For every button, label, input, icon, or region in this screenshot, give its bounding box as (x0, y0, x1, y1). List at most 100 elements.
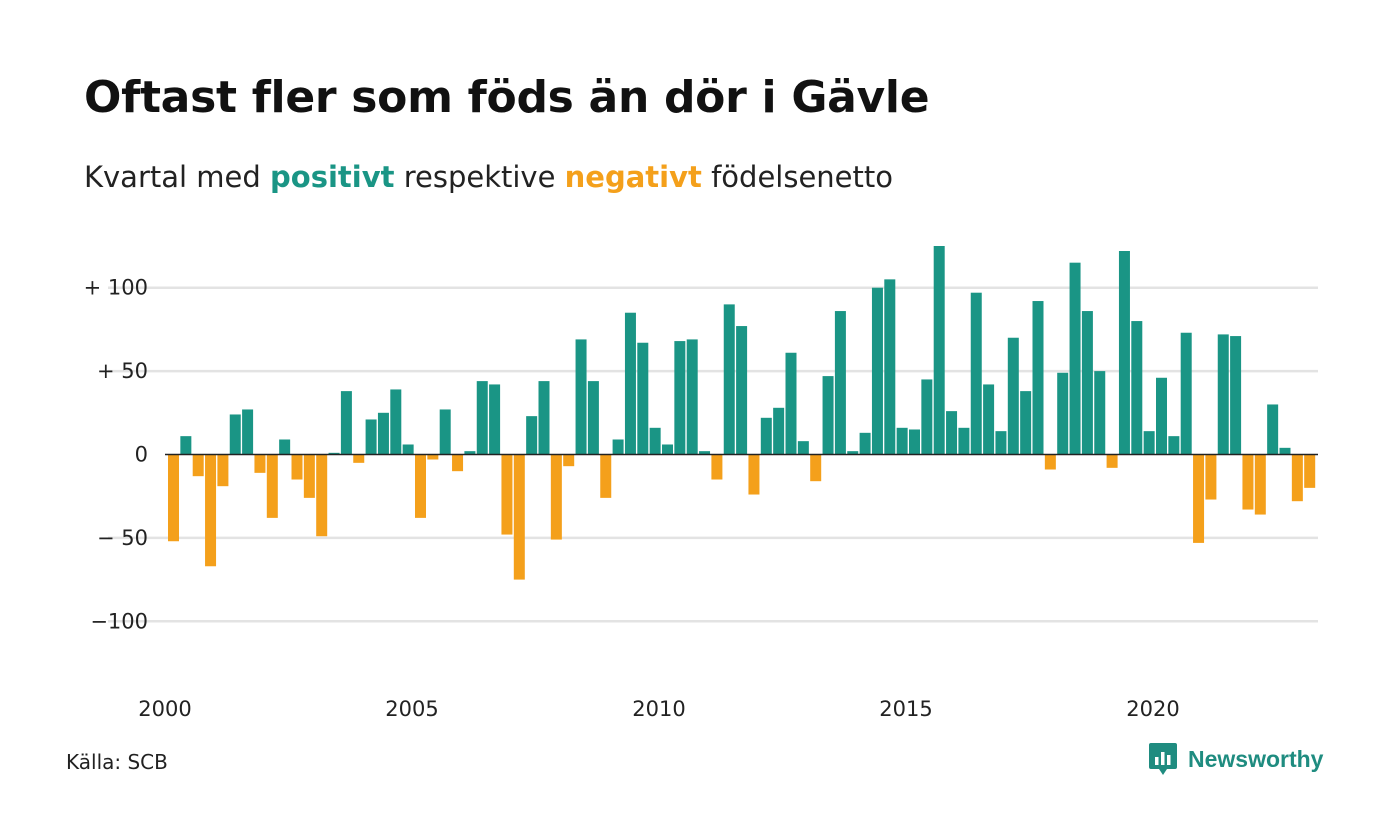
y-tick-label: 0 (135, 443, 148, 467)
x-tick-label: 2000 (138, 697, 191, 721)
bar (699, 451, 711, 455)
subtitle-middle: respektive (394, 160, 565, 194)
bar (785, 352, 797, 455)
bar (933, 246, 945, 455)
bar (279, 439, 291, 455)
y-tick-label: −100 (90, 609, 148, 633)
bar (328, 452, 340, 455)
chart-title: Oftast fler som föds än dör i Gävle (84, 72, 930, 123)
bar (538, 381, 550, 455)
bar (1007, 337, 1019, 455)
bar (946, 411, 958, 455)
bar (377, 412, 389, 455)
bar (1279, 447, 1291, 455)
bar (1217, 334, 1229, 455)
bar (390, 389, 402, 455)
bar (995, 431, 1007, 455)
bar (254, 454, 266, 473)
bar (365, 419, 377, 455)
bar (983, 384, 995, 455)
bar (748, 454, 760, 495)
bar (402, 444, 414, 455)
bar (1156, 377, 1167, 455)
bar (1304, 454, 1316, 488)
bar (575, 339, 587, 455)
brand-logo: Newsworthy (1148, 742, 1323, 776)
bar (439, 409, 451, 455)
bar (1081, 311, 1093, 455)
bar (452, 454, 464, 472)
newsworthy-logo-icon (1149, 743, 1177, 775)
bar (1020, 391, 1032, 455)
bar (550, 454, 562, 540)
bar (1180, 332, 1192, 455)
bar (229, 414, 241, 455)
bar (353, 454, 365, 463)
bar (464, 451, 476, 455)
bar (847, 451, 859, 455)
y-tick-label: + 50 (97, 359, 148, 383)
bar (427, 454, 439, 460)
bar (600, 454, 612, 498)
bar (303, 454, 315, 498)
bar (662, 444, 673, 455)
bar (266, 454, 278, 518)
bar (501, 454, 513, 535)
bar (637, 342, 649, 455)
bar (1044, 454, 1056, 470)
bar (896, 427, 908, 455)
bar (1291, 454, 1303, 502)
bar (1254, 454, 1266, 515)
bar (674, 341, 686, 455)
subtitle-prefix: Kvartal med (84, 160, 271, 194)
bar (1069, 262, 1081, 455)
bar (723, 304, 735, 455)
bar (415, 454, 426, 518)
subtitle-negative-label: negativt (564, 160, 702, 194)
subtitle-suffix: födelsenetto (701, 160, 893, 194)
y-tick-label: + 100 (84, 276, 148, 300)
bar (1242, 454, 1254, 510)
bar (476, 381, 488, 455)
bar (624, 312, 636, 455)
bar (810, 454, 822, 482)
bar (1032, 301, 1044, 455)
bar (340, 391, 352, 455)
bar (1168, 436, 1180, 455)
bar (1193, 454, 1205, 543)
x-tick-label: 2005 (385, 697, 438, 721)
bar (168, 454, 179, 542)
bar (563, 454, 575, 467)
bar (834, 311, 846, 455)
bar (1094, 371, 1106, 455)
bar (1057, 372, 1069, 455)
bar (526, 416, 538, 455)
bar (736, 326, 748, 455)
bar (192, 454, 204, 477)
bar (217, 454, 229, 487)
x-tick-label: 2020 (1126, 697, 1179, 721)
bar (1205, 454, 1217, 500)
bar (822, 376, 834, 455)
bar (1106, 454, 1118, 468)
bar (1267, 404, 1279, 455)
bar (291, 454, 303, 480)
bar (649, 427, 661, 455)
bar (760, 417, 772, 455)
bar (316, 454, 328, 537)
subtitle-positive-label: positivt (270, 160, 395, 194)
bar (921, 379, 933, 455)
x-tick-label: 2015 (879, 697, 932, 721)
bar (1230, 336, 1242, 455)
brand-name: Newsworthy (1188, 745, 1324, 772)
source-note: Källa: SCB (66, 750, 168, 774)
y-tick-label: − 50 (97, 526, 148, 550)
bar (205, 454, 217, 567)
bar (1143, 431, 1155, 455)
bar (612, 439, 624, 455)
bar (859, 432, 871, 455)
bar (686, 339, 698, 455)
bar (970, 292, 982, 455)
bar (711, 454, 723, 480)
